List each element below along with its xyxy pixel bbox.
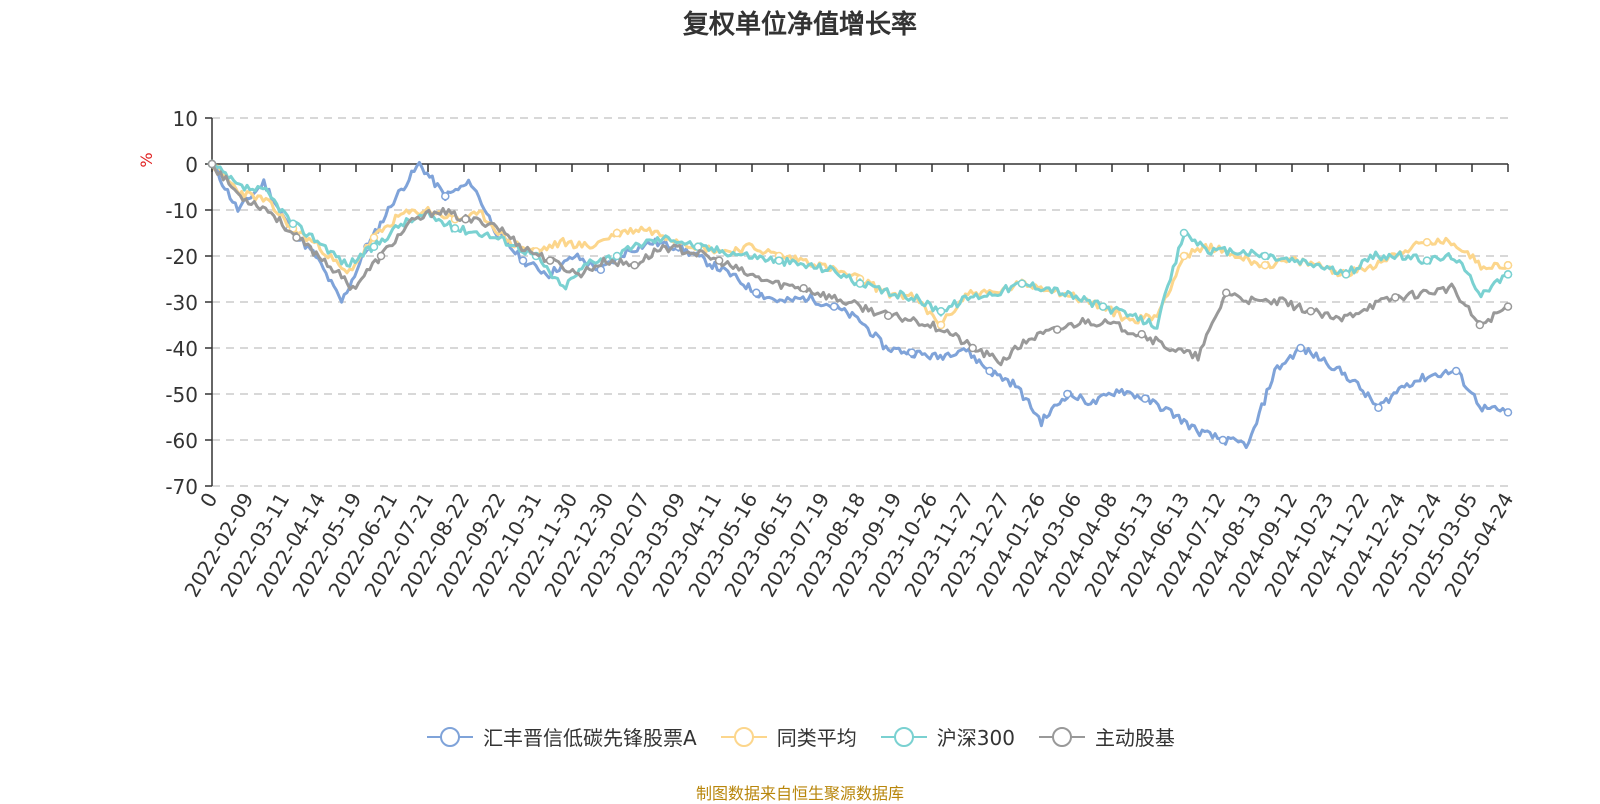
data-point [1140, 394, 1150, 403]
series-3 [207, 159, 1513, 367]
data-point [1052, 325, 1062, 334]
data-point [207, 159, 217, 169]
data-point [376, 251, 386, 261]
legend-line-circle-icon [427, 726, 474, 747]
data-point [441, 191, 450, 201]
grid-lines [212, 117, 1508, 487]
data-point [369, 242, 379, 252]
legend-label: 同类平均 [776, 726, 857, 750]
legend-item[interactable]: 主动股基 [1037, 722, 1175, 751]
data-point [612, 251, 622, 261]
data-point [1306, 306, 1316, 316]
data-point [968, 343, 977, 353]
data-point [1503, 302, 1513, 311]
data-point [799, 283, 808, 293]
data-point [612, 228, 622, 238]
series-1 [207, 159, 1513, 330]
data-point [1503, 408, 1513, 417]
data-point [829, 302, 839, 311]
data-point [1222, 288, 1231, 298]
data-point [1422, 256, 1432, 265]
legend: 汇丰晋信低碳先锋股票A 同类平均 沪深300 主动股基 [0, 722, 1600, 751]
data-point [1260, 260, 1270, 270]
y-axis-unit-label: % [137, 152, 156, 167]
legend-item[interactable]: 同类平均 [719, 722, 857, 751]
data-point [985, 366, 994, 376]
y-tick-label: 0 [185, 153, 198, 177]
data-point [1475, 320, 1485, 330]
legend-label: 沪深300 [936, 726, 1015, 750]
y-tick-label: -60 [165, 429, 198, 453]
legend-label: 主动股基 [1094, 726, 1175, 750]
data-point [936, 306, 946, 316]
data-point [1422, 237, 1432, 247]
data-point [1137, 329, 1146, 339]
data-point [752, 288, 761, 298]
series-0 [207, 159, 1513, 450]
data-point [1296, 343, 1305, 353]
data-point [774, 256, 784, 265]
data-point [1341, 270, 1351, 279]
data-point [1179, 228, 1189, 238]
legend-line-circle-icon [720, 726, 767, 747]
data-point [288, 219, 298, 229]
data-point [1391, 293, 1400, 302]
data-point [1063, 389, 1072, 399]
data-point [518, 256, 528, 265]
data-point [292, 233, 301, 242]
data-point [1503, 260, 1513, 270]
y-tick-label: -50 [165, 383, 198, 407]
legend-line-circle-icon [880, 726, 927, 747]
legend-label: 汇丰晋信低碳先锋股票A [483, 726, 697, 750]
y-tick-label: -40 [165, 337, 198, 361]
data-point [1179, 251, 1189, 261]
data-point [907, 348, 917, 357]
data-point [883, 311, 893, 321]
series-lines [207, 159, 1513, 450]
series-line [210, 161, 1509, 450]
x-tick-labels: 02022-02-092022-03-112022-04-142022-05-1… [179, 489, 1518, 602]
data-point [936, 320, 946, 330]
data-point [630, 260, 639, 270]
data-point [714, 256, 724, 265]
series-2 [207, 159, 1513, 330]
data-point [1098, 302, 1108, 311]
x-tick-label: 0 [195, 489, 222, 512]
data-point [369, 233, 379, 242]
data-point [1503, 270, 1513, 279]
data-point [545, 256, 555, 265]
y-tick-label: -20 [165, 245, 198, 269]
legend-item[interactable]: 汇丰晋信低碳先锋股票A [425, 722, 697, 751]
y-tick-labels: 10 0 -10 -20 -30 -40 -50 -60 -70 [165, 107, 198, 499]
y-tick-label: 10 [173, 107, 198, 131]
data-point [1017, 279, 1027, 288]
data-point [855, 279, 865, 288]
legend-line-circle-icon [1038, 726, 1085, 747]
data-point [1451, 366, 1461, 376]
data-point [450, 224, 460, 233]
data-point [461, 214, 470, 224]
y-tick-label: -10 [165, 199, 198, 223]
chart-title: 复权单位净值增长率 [682, 10, 917, 40]
source-note: 制图数据来自恒生聚源数据库 [695, 784, 904, 803]
data-point [1260, 251, 1270, 261]
data-point [1218, 435, 1228, 445]
data-point [1374, 403, 1383, 413]
y-tick-label: -30 [165, 291, 198, 315]
series-line [210, 163, 1509, 367]
legend-item[interactable]: 沪深300 [879, 722, 1015, 751]
y-tick-label: -70 [165, 475, 198, 499]
